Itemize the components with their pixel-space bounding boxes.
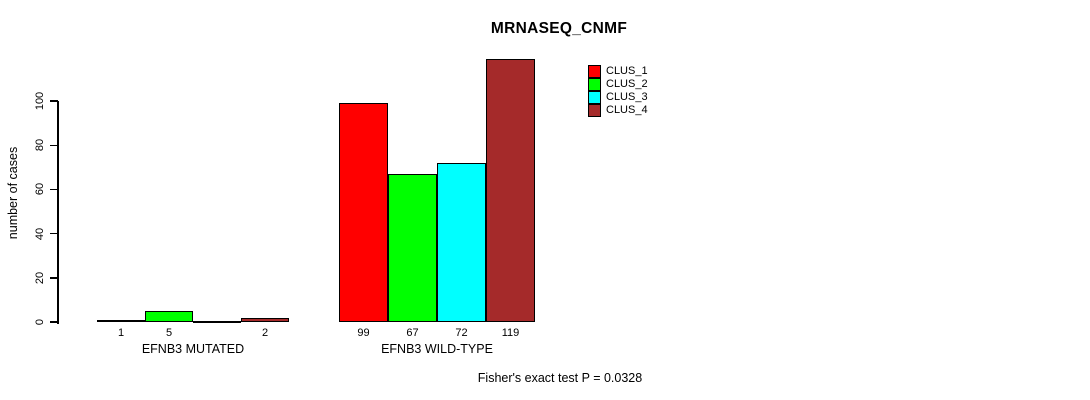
y-axis-tick [50,321,58,323]
y-axis-tick-label: 60 [34,183,46,196]
y-axis-tick [50,232,58,235]
y-axis-tick [50,188,58,191]
legend-swatch-clus-3 [588,91,601,104]
bar-value-label: 5 [165,327,173,339]
bar-clus-3-efnb3-mutated-zero [193,321,241,323]
legend-item-clus-3: CLUS_3 [588,91,648,104]
bar-value-label: 67 [406,327,419,339]
bar-clus-4-efnb3-wild-type [486,59,535,322]
y-axis-tick-label: 20 [34,271,46,284]
legend-label: CLUS_4 [606,104,648,116]
bar-clus-1-efnb3-wild-type [339,103,388,322]
bar-value-label: 2 [261,327,269,339]
bar-clus-3-efnb3-wild-type [437,162,486,322]
legend-item-clus-4: CLUS_4 [588,104,648,117]
y-axis-tick-label: 0 [34,318,46,326]
legend-swatch-clus-1 [588,65,601,78]
y-axis-tick-label: 80 [34,139,46,152]
legend-label: CLUS_2 [606,78,648,90]
legend-label: CLUS_1 [606,65,648,77]
bar-value-label: 1 [117,327,125,339]
legend: CLUS_1 CLUS_2 CLUS_3 CLUS_4 [588,65,648,117]
fisher-test-annotation: Fisher's exact test P = 0.0328 [477,371,643,385]
bar-clus-2-efnb3-mutated [145,310,193,322]
chart-title: MRNASEQ_CNMF [490,20,628,37]
y-axis-tick [50,144,58,146]
category-label-efnb3-wild-type: EFNB3 WILD-TYPE [381,342,493,356]
y-axis-tick [50,277,58,279]
bar-value-label: 119 [501,327,520,339]
y-axis-tick-label: 40 [34,227,46,240]
legend-swatch-clus-4 [588,104,601,117]
legend-swatch-clus-2 [588,78,601,91]
legend-item-clus-2: CLUS_2 [588,78,648,91]
bar-value-label: 99 [357,327,370,339]
bar-clus-4-efnb3-mutated [241,317,289,322]
bar-clus-1-efnb3-mutated [97,319,145,322]
bar-clus-2-efnb3-wild-type [388,173,437,322]
bar-value-label: 72 [455,327,468,339]
y-axis-tick-label: 100 [34,91,46,111]
legend-label: CLUS_3 [606,91,648,103]
category-label-efnb3-mutated: EFNB3 MUTATED [141,342,245,356]
legend-item-clus-1: CLUS_1 [588,65,648,78]
y-axis-line [57,101,59,324]
y-axis-tick [50,100,58,102]
